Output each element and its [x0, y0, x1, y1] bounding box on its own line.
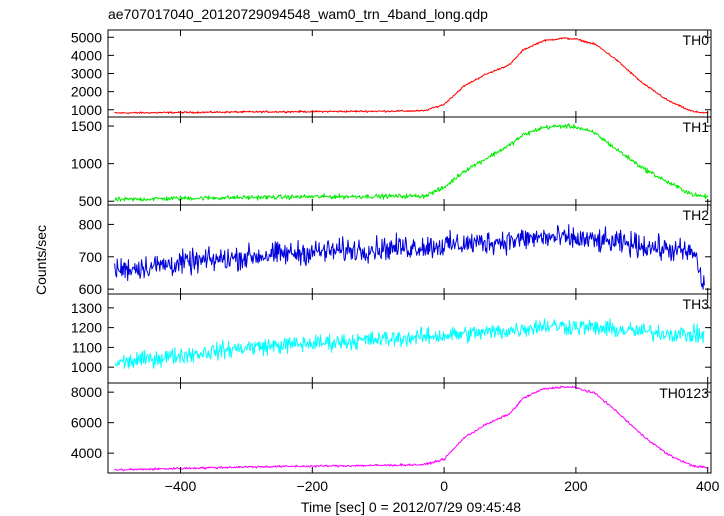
y-tick-label: 4000	[71, 445, 102, 461]
panel-th1: 500 1000 1500 TH1	[71, 116, 712, 209]
panel-label-th0123: TH0123	[659, 385, 709, 401]
panel-th0123: 4000 6000 8000 TH0123	[71, 382, 712, 474]
y-tick-label: 8000	[71, 384, 102, 400]
x-tick-label: 400	[696, 478, 720, 494]
panel-label-th3: TH3	[683, 296, 710, 312]
x-tick-label: 200	[564, 478, 588, 494]
y-tick-label: 1000	[71, 102, 102, 118]
panel-label-th0: TH0	[683, 32, 710, 48]
y-tick-label: 1000	[71, 156, 102, 172]
y-tick-label: 1300	[71, 300, 102, 316]
y-tick-label: 1000	[71, 359, 102, 375]
series-line-th0	[114, 37, 709, 115]
y-tick-label: 3000	[71, 66, 102, 82]
panel-label-th1: TH1	[683, 119, 710, 135]
x-axis-ticklabels: −400 −200 0 200 400	[165, 478, 720, 494]
series-line-th1	[114, 123, 709, 202]
x-tick-label: −200	[297, 478, 329, 494]
panel-frame	[107, 382, 712, 474]
panel-frame	[107, 116, 712, 206]
y-tick-label: 4000	[71, 47, 102, 63]
y-tick-label: 1100	[72, 339, 102, 355]
y-tick-label: 1500	[71, 118, 102, 134]
y-tick-label: 1200	[71, 320, 102, 336]
series-line-th2	[114, 224, 705, 290]
y-tick-label: 500	[79, 193, 103, 209]
panel-frame	[107, 29, 712, 118]
series-line-th3	[114, 318, 705, 369]
x-tick-label: −400	[165, 478, 197, 494]
x-axis-label: Time [sec] 0 = 2012/07/29 09:45:48	[301, 499, 521, 515]
panel-frame	[107, 204, 712, 295]
y-tick-label: 600	[79, 281, 103, 297]
panel-th3: 1000 1100 1200 1300 TH3	[71, 293, 712, 384]
chart-title: ae707017040_20120729094548_wam0_trn_4ban…	[108, 6, 488, 22]
y-tick-label: 800	[79, 216, 103, 232]
panel-label-th2: TH2	[683, 207, 710, 223]
panel-th0: 1000 2000 3000 4000 5000 TH0	[71, 29, 712, 118]
y-tick-label: 700	[79, 249, 103, 265]
y-tick-label: 6000	[71, 415, 102, 431]
panel-th2: 600 700 800 TH2	[79, 204, 712, 297]
series-line-th0123	[114, 385, 708, 472]
y-tick-label: 5000	[71, 29, 102, 45]
x-tick-label: 0	[440, 478, 448, 494]
y-tick-label: 2000	[71, 84, 102, 100]
y-axis-label: Counts/sec	[33, 225, 49, 295]
